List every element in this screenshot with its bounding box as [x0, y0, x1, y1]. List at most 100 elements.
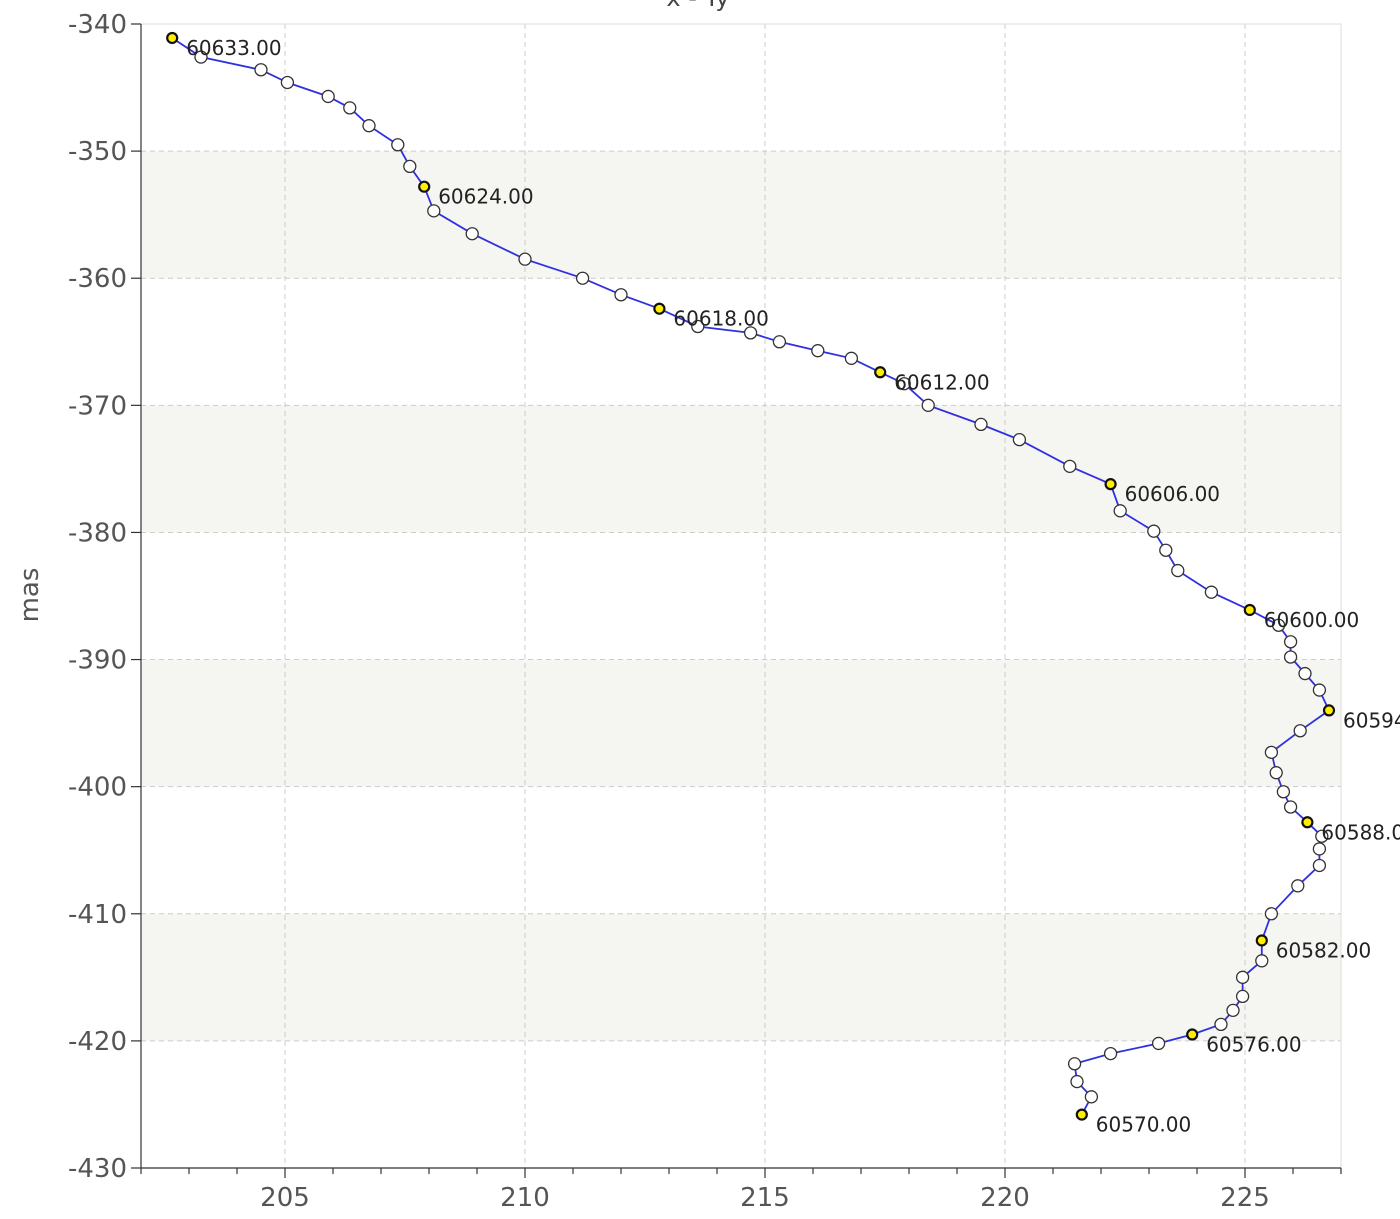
data-point	[1264, 745, 1279, 759]
chart-title: x - Ty	[666, 0, 729, 12]
y-tick-label: -420	[68, 1027, 127, 1057]
data-point	[844, 351, 859, 365]
data-point	[1103, 1046, 1118, 1061]
data-point	[1264, 907, 1279, 921]
x-tick-label: 210	[500, 1183, 550, 1213]
data-label: 60600.00	[1264, 608, 1359, 632]
data-point	[1283, 635, 1298, 649]
y-axis-title: mas	[15, 568, 45, 623]
data-point	[1151, 1036, 1166, 1051]
data-label: 60633.00	[186, 36, 281, 60]
data-point	[362, 119, 376, 133]
data-point	[1147, 524, 1161, 538]
labeled-data-point	[1104, 478, 1117, 491]
x-tick-label: 225	[1220, 1183, 1270, 1213]
y-tick-label: -390	[68, 646, 127, 676]
data-labels: 60570.00 60576.00 60582.00 60588.00 60594.00…	[186, 36, 1400, 1137]
background-band	[141, 151, 1341, 279]
data-label: 60588.00	[1321, 820, 1400, 844]
x-tick-label: 220	[980, 1183, 1030, 1213]
data-label: 60612.00	[894, 370, 989, 394]
series	[166, 31, 1336, 1121]
data-point	[691, 319, 705, 334]
labeled-data-point	[1186, 1028, 1199, 1041]
data-point	[280, 75, 295, 90]
background-band	[141, 405, 1341, 533]
y-tick-label: -340	[68, 10, 127, 40]
axes	[131, 23, 1342, 1178]
data-point	[1312, 842, 1327, 856]
labeled-data-point	[1243, 603, 1256, 617]
background-band	[141, 659, 1341, 787]
data-point	[974, 417, 988, 432]
data-point	[1171, 563, 1185, 578]
data-point	[403, 159, 417, 174]
y-tick-label: -370	[68, 391, 127, 421]
data-point	[1204, 585, 1219, 599]
data-point	[1226, 1003, 1240, 1018]
data-point	[772, 335, 787, 349]
labeled-data-point	[166, 31, 179, 45]
background-band	[141, 913, 1341, 1041]
y-tick-label: -350	[68, 137, 127, 167]
data-point	[1283, 800, 1298, 814]
labeled-data-point	[1301, 816, 1314, 829]
data-label: 60570.00	[1096, 1113, 1191, 1137]
data-point	[575, 271, 590, 285]
data-point	[427, 204, 441, 218]
x-tick-label: 215	[740, 1183, 790, 1213]
data-point	[1235, 970, 1250, 984]
data-label: 60618.00	[673, 307, 768, 331]
data-point	[811, 344, 825, 358]
y-tick-label: -400	[68, 773, 127, 803]
data-point	[465, 227, 479, 241]
data-point	[1276, 785, 1291, 799]
data-point	[254, 63, 268, 77]
data-point	[1269, 766, 1283, 780]
data-point	[921, 398, 935, 412]
data-point	[343, 101, 357, 115]
data-point	[518, 252, 532, 266]
data-point	[1271, 618, 1286, 632]
data-label: 60594.00	[1343, 708, 1400, 732]
data-point	[391, 138, 405, 152]
data-point	[743, 326, 758, 340]
data-point	[1067, 1057, 1082, 1071]
x-tick-label: 205	[260, 1183, 310, 1213]
data-point	[1159, 543, 1173, 557]
y-tick-label: -380	[68, 518, 127, 548]
data-point	[1255, 954, 1269, 968]
data-point	[1283, 650, 1298, 664]
labeled-data-point	[1255, 934, 1268, 947]
labeled-data-point	[874, 366, 887, 379]
data-point	[1214, 1017, 1228, 1032]
data-point	[1070, 1074, 1084, 1089]
data-point	[1293, 724, 1307, 738]
data-point	[1312, 858, 1327, 873]
y-tick-label: -410	[68, 900, 127, 930]
background-bands	[141, 151, 1341, 1041]
tick-labels: -340 -350 -360 -370 -380 -390 -400 -410 -420 -430…	[68, 10, 1270, 1213]
data-point	[194, 50, 208, 64]
data-point	[1291, 879, 1305, 893]
y-tick-label: -430	[68, 1154, 127, 1184]
data-label: 60576.00	[1206, 1033, 1301, 1057]
grid	[141, 23, 1341, 1168]
data-label: 60606.00	[1125, 482, 1220, 506]
data-point	[897, 377, 911, 391]
data-point	[321, 89, 335, 104]
data-point	[1315, 829, 1329, 843]
data-label: 60624.00	[438, 185, 533, 209]
labeled-data-point	[1322, 704, 1336, 717]
labeled-data-point	[418, 180, 431, 193]
data-point	[1063, 459, 1077, 473]
data-point	[1012, 433, 1027, 447]
data-label: 60582.00	[1276, 938, 1371, 962]
data-point	[1235, 989, 1250, 1004]
data-point	[1084, 1090, 1099, 1104]
series-line	[171, 37, 1331, 1116]
data-point	[614, 288, 628, 302]
labeled-data-point	[1075, 1108, 1088, 1121]
